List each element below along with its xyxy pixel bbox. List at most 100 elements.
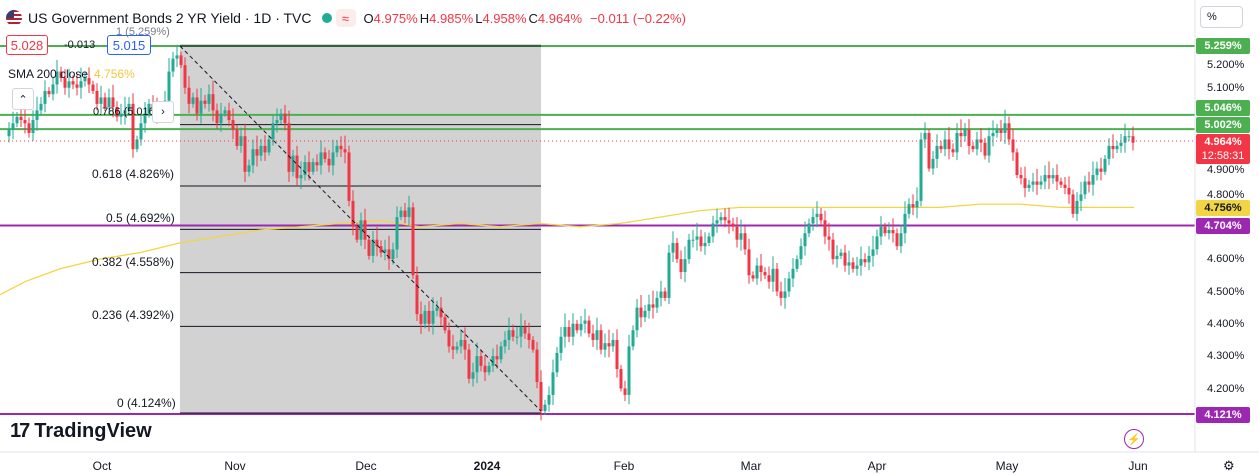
candle-body xyxy=(847,262,851,266)
candle-body xyxy=(207,94,211,104)
sma-value: 4.756% xyxy=(94,67,135,81)
candle-body xyxy=(403,210,407,218)
candle-body xyxy=(463,339,467,350)
candle-body xyxy=(1047,175,1051,179)
candle-body xyxy=(851,262,855,269)
candle-body xyxy=(843,252,847,266)
lightning-icon[interactable]: ⚡ xyxy=(1124,429,1144,449)
candle-body xyxy=(227,110,231,121)
candle-body xyxy=(559,336,563,353)
symbol-header[interactable]: US Government Bonds 2 YR Yield · 1D · TV… xyxy=(6,6,688,30)
candle-body xyxy=(439,307,443,318)
candle-body xyxy=(1023,178,1027,188)
candle-body xyxy=(451,346,455,350)
high-value: 4.985% xyxy=(429,10,474,26)
candle-body xyxy=(519,327,523,337)
candle-body xyxy=(595,330,599,340)
candle-body xyxy=(335,145,339,153)
market-status-icon[interactable] xyxy=(321,13,332,23)
candle-body xyxy=(687,239,691,260)
candle-body xyxy=(807,223,811,234)
candle-body xyxy=(331,152,335,166)
data-type-icon[interactable]: ≈ xyxy=(335,9,356,27)
candle-body xyxy=(407,207,411,218)
candle-body xyxy=(415,275,419,315)
candle-body xyxy=(655,297,659,308)
candle-body xyxy=(631,330,635,347)
candle-body xyxy=(703,242,707,247)
candle-body xyxy=(511,330,515,337)
candle-body xyxy=(79,81,83,88)
candle-body xyxy=(871,249,875,256)
candle-body xyxy=(743,233,747,250)
gear-icon[interactable]: ⚙ xyxy=(1223,458,1235,473)
candle-body xyxy=(487,365,491,373)
candle-body xyxy=(883,226,887,234)
candle-body xyxy=(343,149,347,153)
candle-body xyxy=(251,149,255,166)
candle-body xyxy=(1007,123,1011,140)
candle-body xyxy=(247,165,251,172)
candle-body xyxy=(567,327,571,337)
candle-body xyxy=(39,103,43,111)
candle-body xyxy=(147,103,151,114)
candle-body xyxy=(695,236,699,240)
symbol-title[interactable]: US Government Bonds 2 YR Yield · 1D · TV… xyxy=(28,10,312,26)
candle-body xyxy=(535,349,539,382)
candle-body xyxy=(543,404,547,412)
sma-legend[interactable]: SMA 200 close 4.756% xyxy=(8,67,135,81)
candle-body xyxy=(355,226,359,240)
y-axis-label: 4.500% xyxy=(1207,286,1245,298)
candle-body xyxy=(427,310,431,324)
candle-body xyxy=(455,346,459,350)
candle-body xyxy=(231,120,235,130)
candle-body xyxy=(1015,152,1019,176)
sma-200-line[interactable] xyxy=(0,203,1134,296)
candle-body xyxy=(23,120,27,124)
low-label: L xyxy=(475,10,483,26)
open-label: O xyxy=(363,10,374,26)
candle-body xyxy=(467,349,471,379)
tradingview-logo[interactable]: 17 TradingView xyxy=(10,420,152,443)
candle-body xyxy=(935,145,939,159)
percent-scale-button[interactable]: % xyxy=(1200,6,1243,28)
candle-body xyxy=(475,356,479,373)
candle-body xyxy=(59,71,63,79)
candle-body xyxy=(947,139,951,150)
candle-body xyxy=(903,213,907,234)
scroll-right-button[interactable]: › xyxy=(152,101,174,123)
candle-body xyxy=(1079,194,1083,201)
sell-button[interactable]: 5.028 xyxy=(6,35,48,55)
candle-body xyxy=(539,381,543,412)
candle-body xyxy=(943,139,947,150)
candle-body xyxy=(479,356,483,366)
candle-body xyxy=(591,333,595,340)
y-axis-label: 4.800% xyxy=(1207,189,1245,201)
candle-body xyxy=(759,265,763,273)
candle-body xyxy=(1067,187,1071,195)
candle-body xyxy=(371,239,375,256)
candle-body xyxy=(587,320,591,334)
candle-body xyxy=(107,97,111,108)
candle-body xyxy=(651,304,655,308)
candle-body xyxy=(571,323,575,337)
candle-body xyxy=(723,217,727,221)
candle-body xyxy=(727,220,731,224)
candle-body xyxy=(867,255,871,263)
candle-body xyxy=(1123,136,1127,143)
close-value: 4.964% xyxy=(537,10,583,26)
candle-body xyxy=(627,346,631,395)
price-tag-5259: 5.259% xyxy=(1196,38,1250,54)
candle-body xyxy=(639,307,643,318)
candle-body xyxy=(323,152,327,159)
y-axis-label: 4.400% xyxy=(1207,318,1245,330)
candle-body xyxy=(31,120,35,133)
buy-button[interactable]: 5.015 xyxy=(107,35,151,55)
candle-body xyxy=(1031,181,1035,185)
candle-body xyxy=(823,220,827,237)
collapse-up-button[interactable]: ⌃ xyxy=(12,88,34,110)
candle-body xyxy=(931,158,935,169)
x-axis-label: Feb xyxy=(613,459,635,473)
candle-body xyxy=(91,84,95,91)
